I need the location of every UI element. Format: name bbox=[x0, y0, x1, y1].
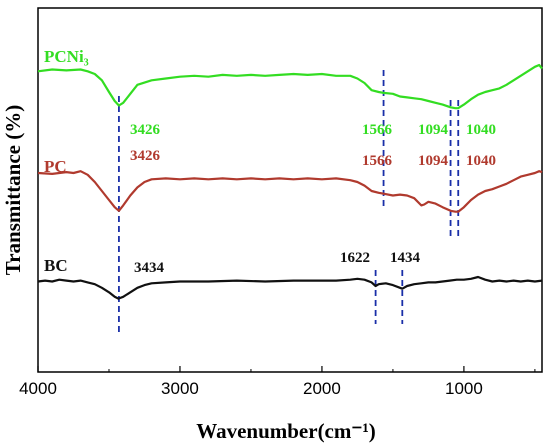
peak-annotation-3: 1040 bbox=[466, 122, 496, 138]
peak-annotation-9: 1622 bbox=[340, 250, 370, 266]
peak-annotation-7: 1040 bbox=[466, 153, 496, 169]
series-label-0: PCNi₃ bbox=[44, 47, 89, 66]
series-label-1: PC bbox=[44, 157, 67, 176]
series-line-1 bbox=[37, 170, 543, 213]
peak-annotation-8: 3434 bbox=[134, 260, 165, 276]
peak-annotation-0: 3426 bbox=[130, 122, 161, 138]
x-tick-label-1000: 1000 bbox=[445, 379, 483, 398]
peak-annotation-4: 3426 bbox=[130, 148, 161, 164]
peak-annotation-10: 1434 bbox=[390, 250, 421, 266]
peak-markers bbox=[118, 70, 460, 336]
peak-annotation-6: 1094 bbox=[418, 153, 449, 169]
series-line-2 bbox=[37, 275, 543, 300]
y-axis-label: Transmittance (%) bbox=[1, 105, 25, 276]
x-tick-label-3000: 3000 bbox=[161, 379, 199, 398]
x-tick-label-4000: 4000 bbox=[19, 379, 57, 398]
peak-annotation-5: 1566 bbox=[362, 153, 393, 169]
x-tick-label-2000: 2000 bbox=[303, 379, 341, 398]
peak-annotations: 3426 1566 1094 1040 3426 1566 1094 1040 3434 1622… bbox=[130, 122, 496, 276]
plot-frame bbox=[37, 7, 543, 373]
series-labels: PCNi₃ PC BC bbox=[44, 47, 89, 275]
series-line-0 bbox=[37, 63, 543, 110]
x-axis-label: Wavenumber(cm⁻¹) bbox=[196, 419, 376, 443]
x-ticks: 4000 3000 2000 1000 bbox=[19, 366, 536, 398]
series-label-2: BC bbox=[44, 256, 68, 275]
series-lines bbox=[37, 63, 543, 300]
peak-annotation-1: 1566 bbox=[362, 122, 393, 138]
peak-annotation-2: 1094 bbox=[418, 122, 449, 138]
